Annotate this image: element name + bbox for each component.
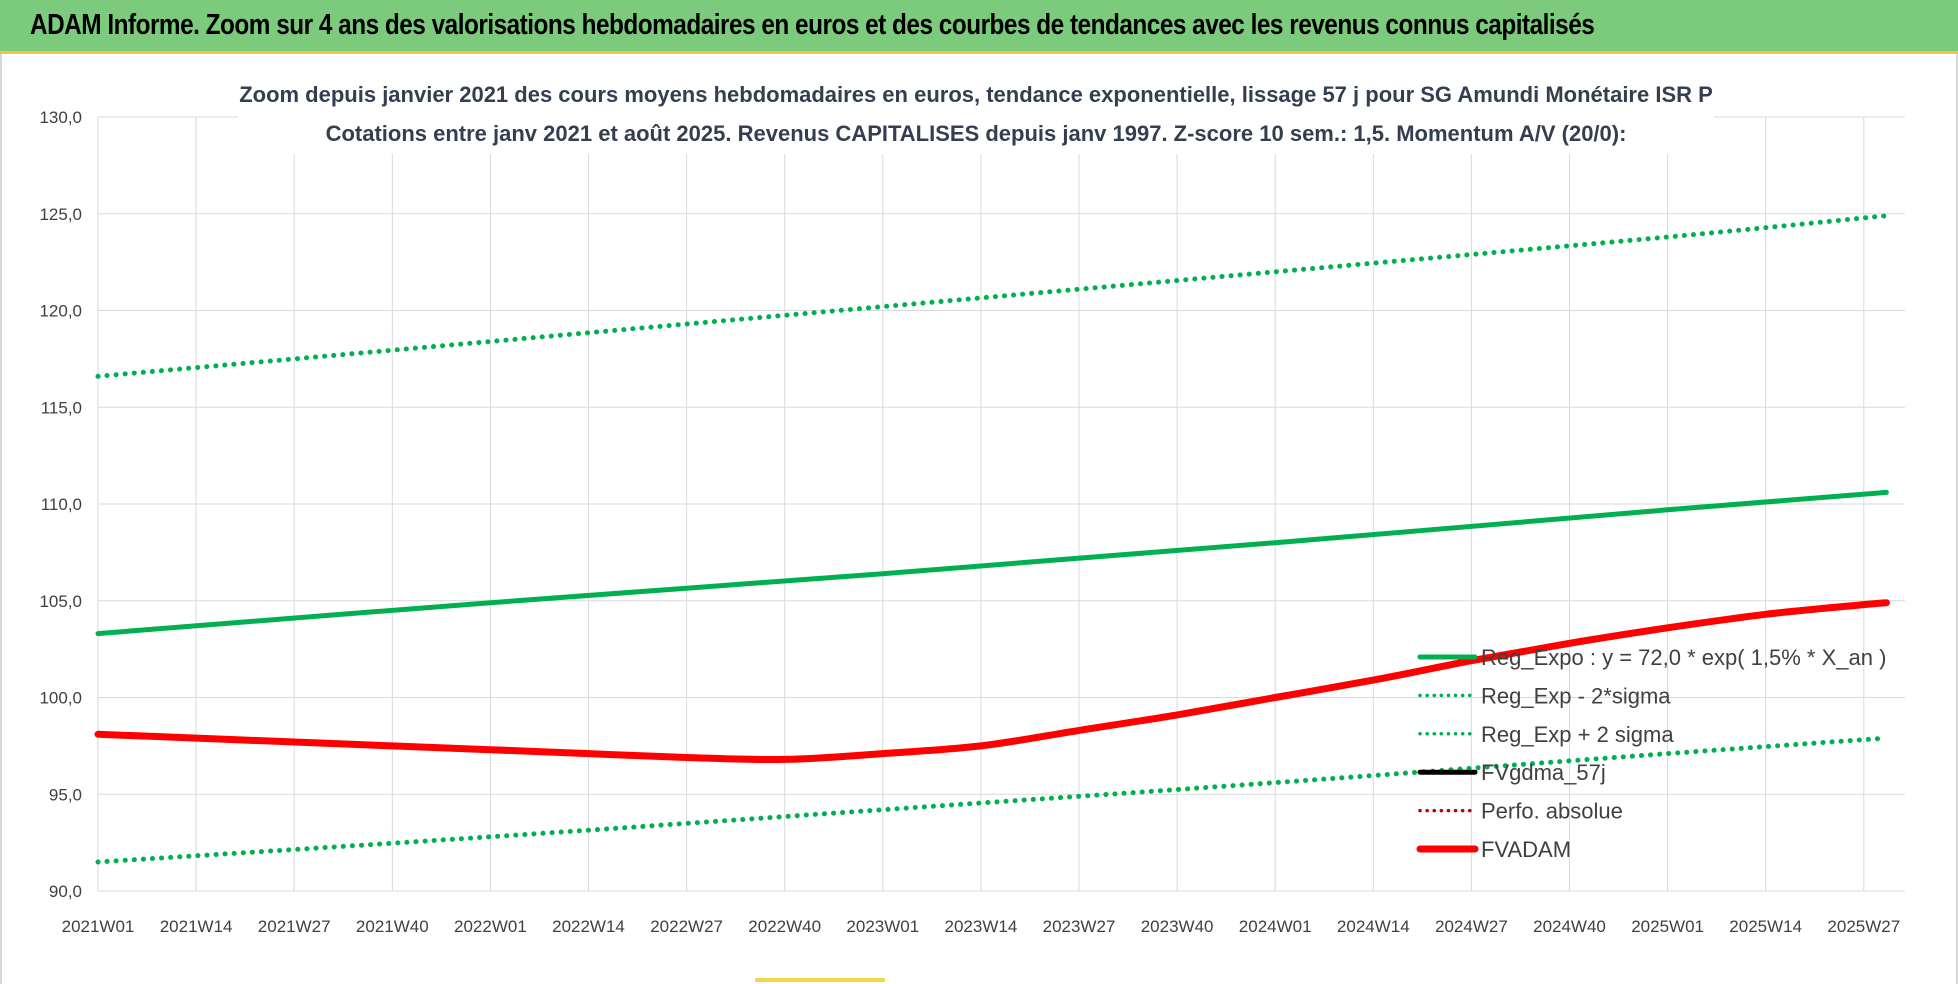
chart-title: Zoom depuis janvier 2021 des cours moyen… [239, 82, 1713, 107]
y-tick-label: 130,0 [39, 108, 82, 127]
series-line-5 [94, 599, 1890, 764]
legend-label-5: FVADAM [1481, 837, 1571, 862]
series-line-1 [95, 735, 1889, 865]
x-axis: 2021W01 2021W14 2021W27 2021W40 2022W01 2022W… [62, 917, 1901, 936]
y-tick-label: 125,0 [39, 205, 82, 224]
x-tick-label: 2023W27 [1043, 917, 1116, 936]
y-tick-label: 105,0 [39, 592, 82, 611]
chart-frame [0, 54, 1958, 984]
x-tick-label: 2022W27 [650, 917, 723, 936]
x-tick-label: 2023W40 [1141, 917, 1214, 936]
series-layer [94, 213, 1890, 865]
x-tick-label: 2023W01 [846, 917, 919, 936]
report-title: ADAM Informe. Zoom sur 4 ans des valoris… [30, 9, 1595, 41]
grid [97, 116, 1905, 892]
bottom-accent-bar [755, 978, 885, 982]
y-axis: 90,0 95,0 100,0 105,0 110,0 115,0 120,0 125,0 13… [39, 108, 82, 901]
series-line-0 [95, 489, 1889, 637]
x-tick-label: 2025W14 [1729, 917, 1802, 936]
y-tick-label: 120,0 [39, 302, 82, 321]
report-banner: ADAM Informe. Zoom sur 4 ans des valoris… [0, 0, 1958, 54]
x-tick-label: 2024W14 [1337, 917, 1410, 936]
legend-label-1: Reg_Exp - 2*sigma [1481, 683, 1671, 708]
y-tick-label: 90,0 [49, 882, 82, 901]
legend-label-0: Reg_Expo : y = 72,0 * exp( 1,5% * X_an ) [1481, 645, 1886, 670]
x-tick-label: 2025W27 [1827, 917, 1900, 936]
title-backdrop [238, 76, 1714, 154]
x-tick-label: 2024W40 [1533, 917, 1606, 936]
x-tick-label: 2022W01 [454, 917, 527, 936]
x-tick-label: 2022W14 [552, 917, 625, 936]
y-tick-label: 110,0 [41, 495, 82, 514]
x-tick-label: 2021W01 [62, 917, 135, 936]
y-tick-label: 115,0 [41, 398, 82, 417]
y-tick-label: 95,0 [49, 785, 82, 804]
x-tick-label: 2021W14 [160, 917, 233, 936]
legend-label-3: FVgdma_57j [1481, 760, 1606, 785]
legend-label-4: Perfo. absolue [1481, 799, 1623, 824]
x-tick-label: 2025W01 [1631, 917, 1704, 936]
chart-subtitle: Cotations entre janv 2021 et août 2025. … [326, 121, 1627, 146]
legend-label-2: Reg_Exp + 2 sigma [1481, 722, 1674, 747]
x-tick-label: 2022W40 [748, 917, 821, 936]
x-tick-label: 2021W27 [258, 917, 331, 936]
x-tick-label: 2021W40 [356, 917, 429, 936]
y-tick-label: 100,0 [39, 689, 82, 708]
legend: Reg_Expo : y = 72,0 * exp( 1,5% * X_an )… [1416, 645, 1886, 862]
x-tick-label: 2023W14 [945, 917, 1018, 936]
x-tick-label: 2024W27 [1435, 917, 1508, 936]
series-line-2 [95, 213, 1889, 379]
x-tick-label: 2024W01 [1239, 917, 1312, 936]
